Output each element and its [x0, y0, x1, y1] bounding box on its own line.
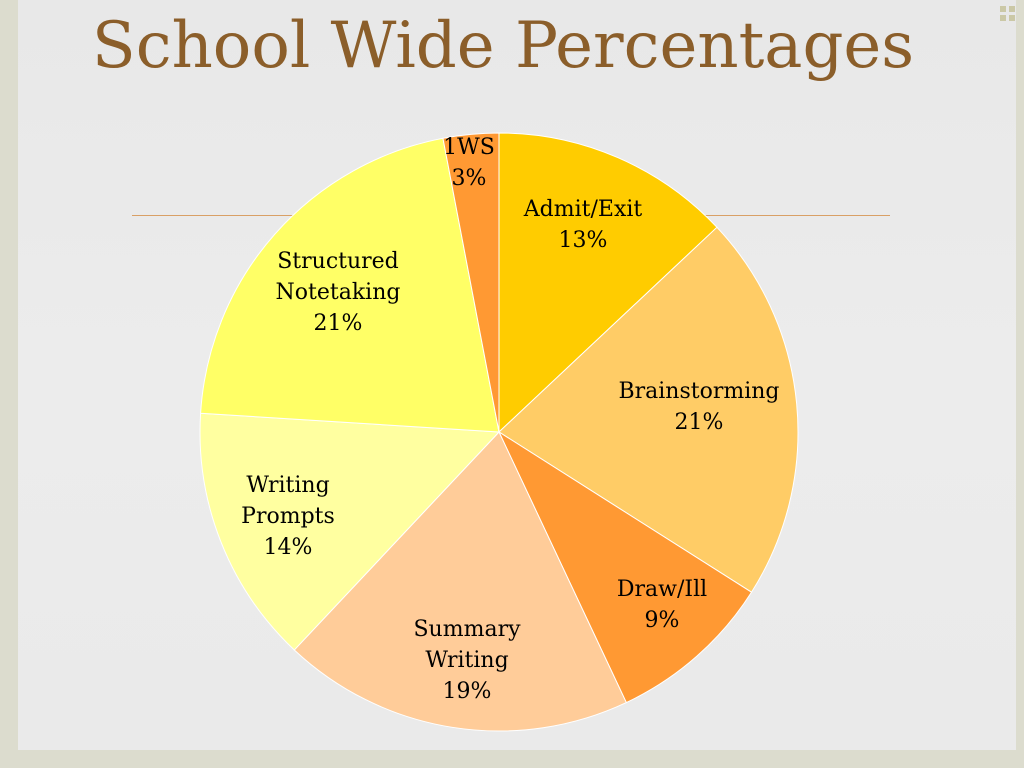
slide-bottom-band	[0, 750, 1024, 768]
pie-slice-6	[200, 137, 500, 433]
slice-label-line: 14%	[264, 535, 313, 560]
slice-label-2: Brainstorming 21%	[618, 379, 779, 435]
slice-label-5: Writing Prompts 14%	[241, 473, 335, 560]
slice-label-line: 21%	[314, 311, 363, 336]
slice-label-line: Summary	[413, 617, 521, 642]
slice-label-3: Draw/Ill 9%	[617, 577, 707, 633]
slice-label-line: 19%	[443, 679, 492, 704]
slice-label-line: Writing	[425, 648, 508, 673]
slice-label-line: Draw/Ill	[617, 577, 707, 602]
slice-label-line: Prompts	[241, 504, 335, 529]
pie-slice-7	[442, 132, 500, 433]
slice-label-line: Notetaking	[276, 280, 401, 305]
pie-slice-3	[497, 430, 753, 704]
slice-label-1: Admit/Exit 13%	[523, 197, 643, 253]
pie-slice-4	[293, 431, 627, 732]
title-rule-right	[690, 215, 890, 216]
corner-decoration-icon	[1000, 6, 1016, 22]
slice-label-line: 9%	[645, 608, 680, 633]
slice-label-line: 21%	[675, 410, 724, 435]
slice-label-line: 3%	[452, 166, 487, 191]
slice-label-line: Admit/Exit	[523, 197, 643, 222]
slice-label-6: Structured Notetaking 21%	[276, 249, 401, 336]
slice-label-line: 13%	[559, 228, 608, 253]
slice-label-4: Summary Writing 19%	[413, 617, 521, 704]
slice-label-7: 1WS 3%	[443, 135, 495, 191]
title-rule-left	[132, 215, 312, 216]
slice-label-line: Brainstorming	[618, 379, 779, 404]
pie-slice-1	[498, 132, 718, 434]
slice-label-line: 1WS	[443, 135, 495, 160]
slide-title: School Wide Percentages	[91, 9, 915, 83]
pie-labels: Admit/Exit 13% Brainstorming 21% Draw/Ill 9% S…	[241, 135, 779, 704]
pie-slices	[199, 132, 799, 732]
slice-label-line: Writing	[246, 473, 329, 498]
slice-label-line: Structured	[277, 249, 399, 274]
pie-slice-2	[498, 226, 799, 593]
pie-slice-5	[199, 412, 501, 651]
